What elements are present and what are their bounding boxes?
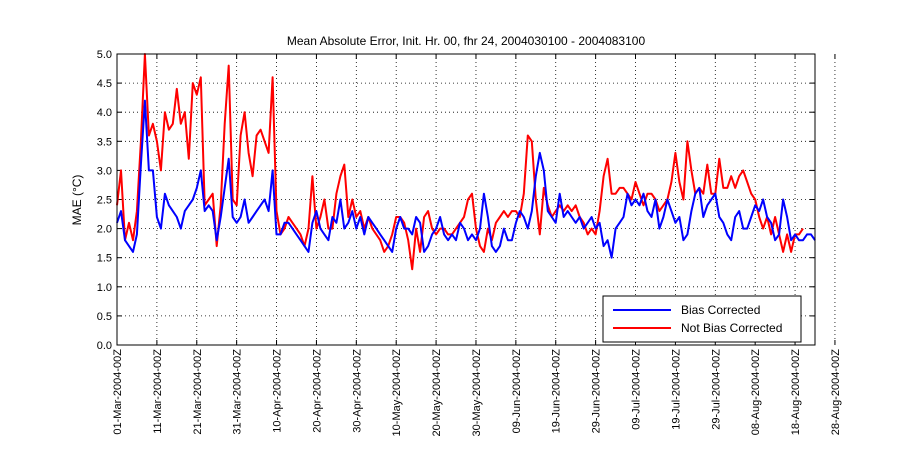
x-tick-label: 19-Jul-2004-00Z <box>670 349 682 430</box>
series-lines <box>116 53 816 271</box>
y-tick-label: 2.5 <box>97 195 112 207</box>
x-tick-label: 11-Mar-2004-00Z <box>152 349 164 434</box>
x-tick-label: 31-Mar-2004-00Z <box>232 349 244 435</box>
chart-legend: Bias Corrected Not Bias Corrected <box>602 295 802 343</box>
x-tick-label: 10-Apr-2004-00Z <box>272 349 284 433</box>
x-tick-label: 30-Apr-2004-00Z <box>351 349 363 433</box>
x-tick-label: 20-May-2004-00Z <box>431 349 443 437</box>
x-tick-label: 18-Aug-2004-00Z <box>790 349 802 436</box>
legend-label: Bias Corrected <box>681 303 760 317</box>
y-tick-label: 4.5 <box>97 78 112 90</box>
x-tick-labels: 01-Mar-2004-00Z 11-Mar-2004-00Z 21-Mar-200… <box>112 349 842 437</box>
x-tick-label: 09-Jun-2004-00Z <box>511 349 523 434</box>
y-tick-label: 3.5 <box>97 136 112 148</box>
x-tick-label: 28-Aug-2004-00Z <box>830 349 842 436</box>
legend-box <box>602 295 802 343</box>
x-tick-label: 01-Mar-2004-00Z <box>112 349 124 435</box>
x-tick-label: 19-Jun-2004-00Z <box>551 349 563 434</box>
y-tick-label: 1.5 <box>97 253 112 265</box>
x-tick-label: 21-Mar-2004-00Z <box>192 349 204 435</box>
x-tick-label: 29-Jul-2004-00Z <box>710 349 722 430</box>
plot-frame <box>116 53 816 346</box>
x-tick-label: 29-Jun-2004-00Z <box>591 349 603 434</box>
y-tick-label: 0.5 <box>97 311 112 323</box>
y-tick-labels: 0.0 0.5 1.0 1.5 2.0 2.5 3.0 3.5 4.0 4.5 5.0 <box>97 49 112 352</box>
y-tick-label: 1.0 <box>97 282 112 294</box>
x-tick-label: 08-Aug-2004-00Z <box>750 349 762 436</box>
x-tick-label: 09-Jul-2004-00Z <box>631 349 643 430</box>
chart-title: Mean Absolute Error, Init. Hr. 00, fhr 2… <box>287 34 646 48</box>
series-line-not-bias-corrected <box>116 53 804 271</box>
y-tick-label: 4.0 <box>97 107 112 119</box>
series-line-bias-corrected <box>116 99 816 259</box>
x-tick-label: 30-May-2004-00Z <box>471 349 483 437</box>
legend-label: Not Bias Corrected <box>681 321 782 335</box>
y-tick-label: 5.0 <box>97 49 112 61</box>
x-tick-label: 10-May-2004-00Z <box>391 349 403 437</box>
y-tick-label: 2.0 <box>97 224 112 236</box>
y-tick-label: 3.0 <box>97 165 112 177</box>
y-axis-label: MAE (°C) <box>70 175 84 226</box>
y-tick-label: 0.0 <box>97 340 112 352</box>
x-tick-label: 20-Apr-2004-00Z <box>311 349 323 433</box>
